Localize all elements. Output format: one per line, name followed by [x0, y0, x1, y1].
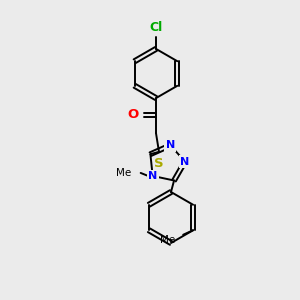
Text: N: N: [148, 171, 157, 181]
Text: N: N: [180, 157, 190, 166]
Text: O: O: [128, 108, 139, 121]
Text: S: S: [154, 157, 164, 170]
Text: N: N: [166, 140, 175, 150]
Text: Cl: Cl: [149, 21, 163, 34]
Text: Me: Me: [116, 168, 132, 178]
Text: Me: Me: [160, 235, 175, 245]
